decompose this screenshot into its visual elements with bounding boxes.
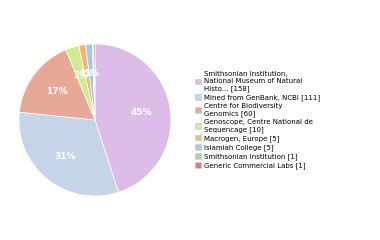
Wedge shape	[95, 44, 171, 192]
Text: 1%: 1%	[79, 69, 95, 78]
Wedge shape	[66, 46, 95, 120]
Wedge shape	[19, 50, 95, 120]
Wedge shape	[86, 44, 95, 120]
Text: 17%: 17%	[46, 87, 68, 96]
Text: 2%: 2%	[73, 71, 89, 79]
Text: 1%: 1%	[84, 69, 99, 78]
Wedge shape	[93, 44, 95, 120]
Wedge shape	[19, 112, 119, 196]
Text: 45%: 45%	[131, 108, 152, 117]
Legend: Smithsonian Institution,
National Museum of Natural
Histo... [158], Mined from G: Smithsonian Institution, National Museum…	[193, 70, 321, 170]
Wedge shape	[79, 45, 95, 120]
Text: 31%: 31%	[55, 152, 76, 161]
Wedge shape	[92, 44, 95, 120]
